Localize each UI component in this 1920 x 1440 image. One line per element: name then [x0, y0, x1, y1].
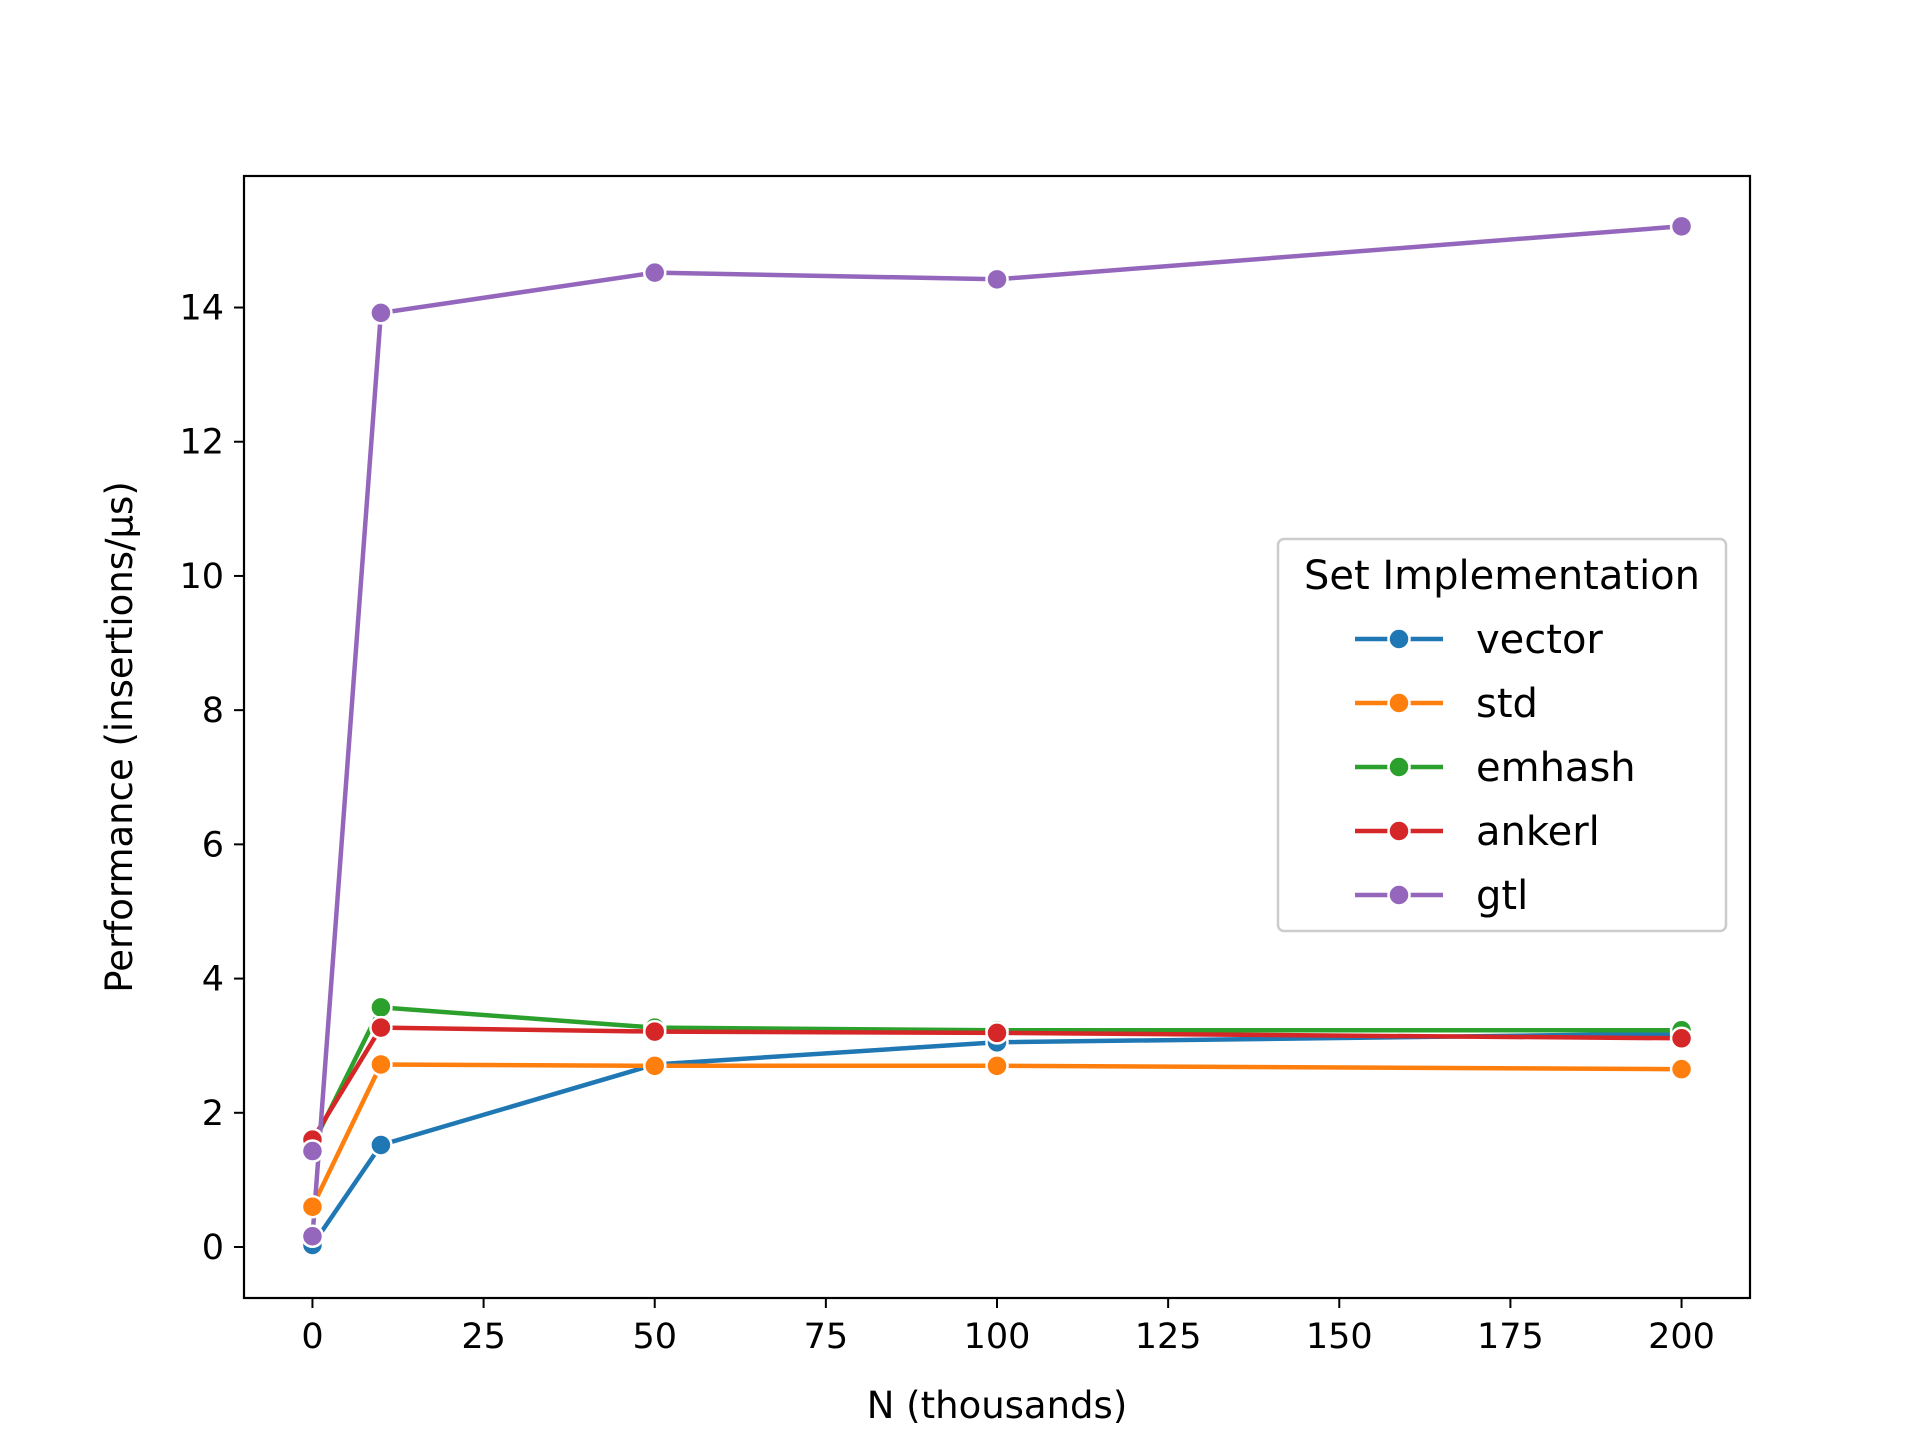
x-tick-label: 100 — [964, 1317, 1031, 1357]
data-point-gtl — [642, 260, 667, 285]
y-tick-label: 8 — [202, 691, 224, 731]
legend-label-std: std — [1476, 681, 1538, 727]
data-point-std — [1669, 1057, 1694, 1081]
legend-label-emhash: emhash — [1476, 745, 1636, 791]
x-tick-label: 175 — [1477, 1317, 1544, 1357]
y-tick-label: 6 — [202, 825, 224, 865]
plot-area — [300, 214, 1694, 1257]
legend: Set Implementation vector std emhash ankerl g… — [1276, 537, 1728, 933]
data-point-gtl — [1669, 214, 1694, 239]
legend-marker-emhash — [1387, 755, 1411, 779]
data-point-std — [369, 1052, 393, 1077]
axes: 0 25 50 75 100 125 150 175 200 0 2 4 6 8 10 12 14 — [179, 174, 1752, 1357]
y-axis-label: Performance (insertions/µs) — [98, 481, 141, 993]
x-tick-label: 75 — [804, 1317, 849, 1357]
y-tick-label: 12 — [179, 423, 224, 463]
legend-title: Set Implementation — [1304, 553, 1700, 599]
data-point-ankerl — [985, 1021, 1009, 1045]
y-tick-label: 10 — [179, 557, 224, 597]
data-point-gtl — [300, 1139, 325, 1163]
legend-label-vector: vector — [1476, 617, 1603, 663]
data-point-ankerl — [642, 1019, 667, 1044]
data-point-gtl — [300, 1224, 325, 1249]
data-point-std — [642, 1054, 667, 1078]
x-tick-label: 50 — [632, 1317, 677, 1357]
data-point-emhash — [369, 995, 393, 1020]
x-tick-label: 150 — [1306, 1317, 1373, 1357]
legend-marker-vector — [1387, 627, 1411, 651]
y-tick-label: 14 — [179, 289, 224, 329]
data-point-std — [985, 1054, 1009, 1078]
x-tick-label: 25 — [461, 1317, 506, 1357]
x-tick-label: 0 — [301, 1317, 323, 1357]
legend-marker-gtl — [1387, 883, 1411, 907]
data-point-vector — [369, 1133, 393, 1157]
data-point-std — [300, 1194, 325, 1219]
x-tick-label: 125 — [1135, 1317, 1202, 1357]
x-axis-label: N (thousands) — [867, 1384, 1128, 1427]
data-point-ankerl — [369, 1015, 393, 1040]
data-point-gtl — [369, 301, 393, 325]
y-tick-label: 0 — [202, 1228, 224, 1268]
legend-label-gtl: gtl — [1476, 873, 1528, 919]
data-point-ankerl — [1669, 1026, 1694, 1051]
data-point-gtl — [985, 267, 1009, 292]
x-tick-label: 200 — [1648, 1317, 1715, 1357]
y-tick-label: 2 — [202, 1094, 224, 1134]
y-tick-label: 4 — [202, 960, 224, 1000]
legend-label-ankerl: ankerl — [1476, 809, 1600, 855]
legend-marker-std — [1387, 691, 1411, 715]
legend-marker-ankerl — [1387, 819, 1411, 843]
